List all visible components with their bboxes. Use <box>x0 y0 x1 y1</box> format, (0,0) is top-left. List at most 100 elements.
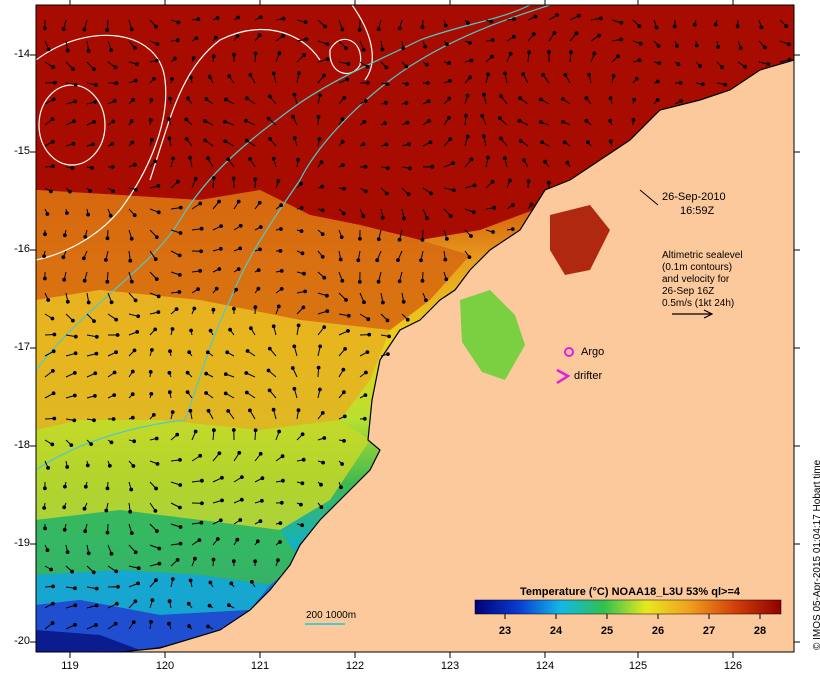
sealevel-contours <box>35 4 373 261</box>
velocity-arrow-head <box>50 117 55 121</box>
velocity-arrow-head <box>107 463 112 468</box>
velocity-arrow-head <box>248 157 252 161</box>
velocity-arrow-head <box>638 41 643 46</box>
velocity-arrow-head <box>167 136 172 141</box>
velocity-arrow-head <box>340 462 345 466</box>
colorbar-title: Temperature (°C) NOAA18_L3U 53% ql>=4 <box>520 586 740 598</box>
velocity-arrow-head <box>150 348 154 352</box>
velocity-arrow-head <box>723 82 728 87</box>
velocity-arrow-head <box>512 17 516 22</box>
velocity-arrow-head <box>465 93 470 98</box>
velocity-arrow-head <box>271 156 276 161</box>
velocity-arrow-head <box>188 155 192 160</box>
velocity-arrow-head <box>292 386 297 391</box>
velocity-arrow-head <box>320 254 325 259</box>
velocity-arrow-head <box>279 203 284 208</box>
velocity-arrow-head <box>154 578 158 583</box>
velocity-arrow-head <box>129 487 134 492</box>
velocity-arrow-head <box>426 99 431 104</box>
colorbar-tick-label: 27 <box>702 625 716 637</box>
velocity-arrow-head <box>296 323 301 328</box>
velocity-arrow-head <box>189 75 193 80</box>
velocity-arrow-head <box>302 53 307 57</box>
velocity-arrow-head <box>443 257 448 262</box>
velocity-arrow-head <box>208 328 213 333</box>
velocity-arrow-head <box>430 164 435 169</box>
velocity-arrow-head <box>448 78 452 83</box>
velocity-arrow-head <box>207 603 212 608</box>
velocity-arrow-head <box>467 255 472 260</box>
velocity-arrow-head <box>245 349 250 353</box>
velocity-arrow-head <box>296 408 301 413</box>
velocity-arrow-head <box>385 82 390 87</box>
velocity-arrow-head <box>279 500 284 505</box>
velocity-arrow-head <box>149 138 154 142</box>
velocity-arrow-head <box>338 257 343 262</box>
velocity-arrow-head <box>176 179 180 184</box>
velocity-arrow-head <box>608 118 613 123</box>
velocity-arrow-head <box>108 213 113 218</box>
velocity-arrow-head <box>128 509 133 514</box>
velocity-arrow-head <box>301 305 306 310</box>
velocity-arrow-head <box>227 603 231 608</box>
velocity-arrow-head <box>238 246 243 251</box>
velocity-arrow-head <box>91 570 96 575</box>
velocity-arrow-head <box>322 73 327 78</box>
velocity-arrow-head <box>156 184 161 188</box>
velocity-arrow-head <box>171 156 175 161</box>
velocity-arrow-head <box>316 114 321 119</box>
velocity-arrow-head <box>198 269 203 273</box>
velocity-arrow-head <box>561 119 565 124</box>
velocity-arrow-head <box>131 97 136 102</box>
velocity-arrow-head <box>637 58 642 63</box>
velocity-arrow-head <box>279 227 283 231</box>
velocity-arrow-head <box>136 566 141 571</box>
velocity-arrow-head <box>65 299 70 304</box>
velocity-arrow-head <box>150 598 155 602</box>
velocity-arrow-head <box>323 24 328 29</box>
velocity-arrow-head <box>130 140 135 145</box>
velocity-arrow-head <box>303 289 308 294</box>
velocity-arrow-head <box>94 334 99 339</box>
velocity-arrow-head <box>154 24 159 29</box>
velocity-arrow-head <box>249 580 254 584</box>
velocity-arrow-head <box>540 140 544 145</box>
velocity-arrow-head <box>361 214 366 219</box>
velocity-arrow-head <box>149 392 154 396</box>
velocity-arrow-head <box>65 465 70 469</box>
velocity-arrow-head <box>258 15 263 20</box>
velocity-arrow-head <box>608 139 613 144</box>
velocity-arrow-head <box>675 43 679 48</box>
velocity-arrow-head <box>499 136 503 141</box>
velocity-arrow-head <box>206 408 211 413</box>
x-tick-label: 125 <box>628 660 648 672</box>
velocity-arrow-head <box>766 62 771 66</box>
velocity-arrow-head <box>510 227 515 232</box>
y-tick-label: -15 <box>14 145 30 157</box>
velocity-arrow-head <box>363 164 368 169</box>
velocity-arrow-head <box>244 371 249 375</box>
velocity-arrow-head <box>244 390 249 395</box>
velocity-arrow-head <box>156 210 161 215</box>
velocity-arrow-head <box>188 408 193 413</box>
velocity-arrow-head <box>51 65 56 70</box>
velocity-arrow-head <box>185 390 190 395</box>
velocity-arrow-head <box>236 199 241 204</box>
velocity-arrow-head <box>497 116 502 121</box>
velocity-arrow-head <box>486 155 490 160</box>
velocity-arrow-head <box>301 457 306 462</box>
velocity-arrow-head <box>45 548 50 553</box>
velocity-arrow-head <box>281 34 286 38</box>
velocity-arrow-head <box>132 213 137 218</box>
velocity-arrow-head <box>51 349 56 354</box>
velocity-arrow-head <box>157 561 162 566</box>
colorbar-tick-label: 25 <box>600 625 614 637</box>
y-tick-label: -20 <box>14 635 30 647</box>
velocity-arrow-head <box>538 120 543 124</box>
velocity-arrow-head <box>631 118 636 122</box>
velocity-arrow-head <box>204 97 209 102</box>
velocity-arrow-head <box>72 418 77 423</box>
land-mass <box>120 60 794 652</box>
velocity-arrow-head <box>105 236 110 241</box>
velocity-arrow-head <box>363 393 368 398</box>
